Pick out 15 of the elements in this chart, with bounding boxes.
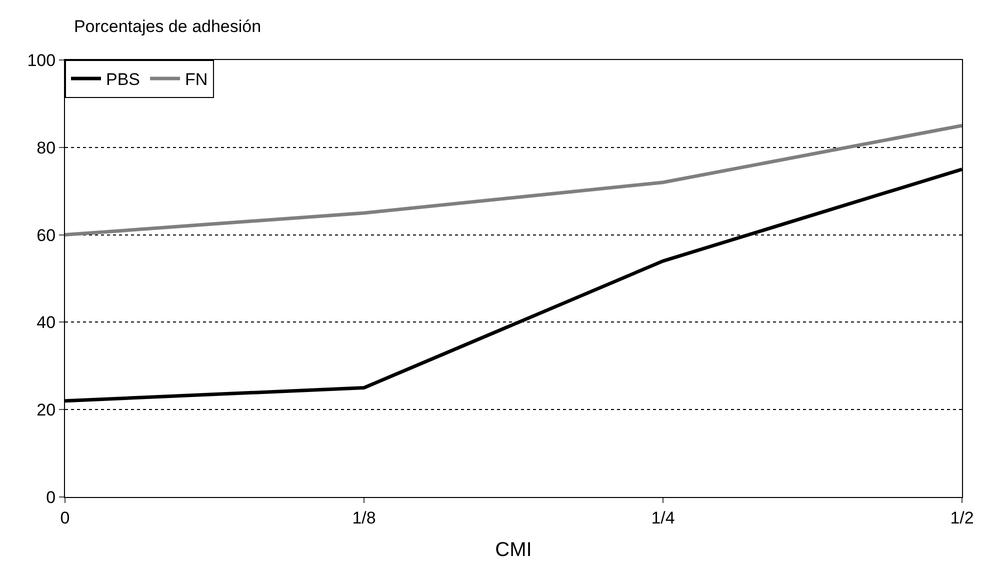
x-axis-title: CMI <box>495 538 532 561</box>
x-tick-label: 0 <box>60 508 70 528</box>
y-tick-label: 80 <box>36 138 56 158</box>
y-tick-label: 0 <box>46 488 56 507</box>
x-tick-label: 1/8 <box>352 508 376 528</box>
legend-label: PBS <box>106 70 140 90</box>
y-tick-label: 60 <box>36 226 56 245</box>
chart-title: Porcentajes de adhesión <box>74 16 262 36</box>
line-series <box>65 124 962 237</box>
y-tick-label: 40 <box>36 313 56 332</box>
y-tick-label: 20 <box>36 400 56 420</box>
y-tick-label: 100 <box>27 50 56 70</box>
x-tick-label: 1/2 <box>950 508 974 528</box>
x-tick-label: 1/4 <box>651 508 675 528</box>
legend-label: FN <box>185 70 208 90</box>
